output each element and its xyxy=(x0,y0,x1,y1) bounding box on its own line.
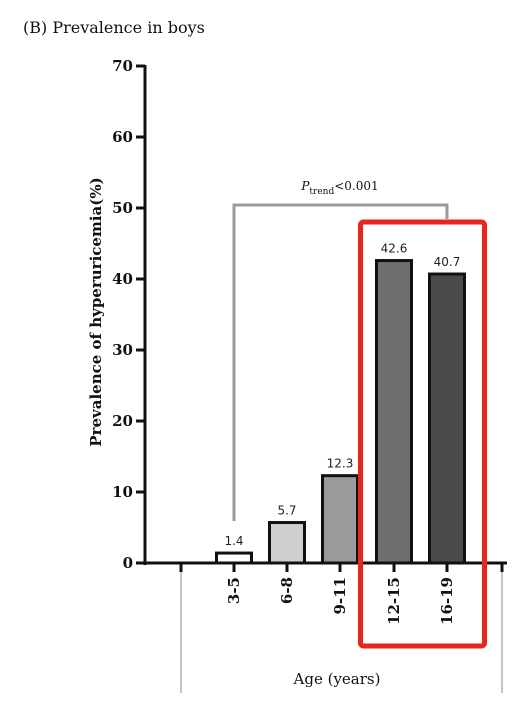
p-trend-subscript: trend xyxy=(309,187,334,197)
frame-guides xyxy=(180,568,503,693)
x-tick-label-12-15: 12-15 xyxy=(385,577,403,625)
data-label-16-19: 40.7 xyxy=(434,255,461,269)
y-tick-label-70: 70 xyxy=(112,57,133,75)
p-trend-annotation: Ptrend<0.001 xyxy=(300,179,378,197)
y-axis-title: Prevalence of hyperuricemia(%) xyxy=(87,177,105,446)
y-tick-label-30: 30 xyxy=(112,341,133,359)
bars xyxy=(215,259,466,565)
y-tick-label-40: 40 xyxy=(112,270,133,288)
x-tick-label-9-11: 9-11 xyxy=(331,577,349,615)
data-label-12-15: 42.6 xyxy=(381,242,408,256)
y-tick-label-0: 0 xyxy=(123,554,133,572)
y-tick-label-60: 60 xyxy=(112,128,133,146)
data-label-6-8: 5.7 xyxy=(277,504,296,518)
p-trend-value: <0.001 xyxy=(334,179,378,193)
x-tick-label-6-8: 6-8 xyxy=(278,577,296,604)
trend-bracket xyxy=(232,203,449,522)
y-tick-label-50: 50 xyxy=(112,199,133,217)
bar-12-15 xyxy=(375,259,413,565)
data-label-9-11: 12.3 xyxy=(327,457,354,471)
data-label-3-5: 1.4 xyxy=(224,534,243,548)
p-trend-symbol: P xyxy=(300,179,310,193)
panel-title: (B) Prevalence in boys xyxy=(23,18,205,37)
x-axis-title: Age (years) xyxy=(293,670,381,688)
bar-9-11 xyxy=(321,474,359,565)
axes xyxy=(136,64,507,572)
x-tick-label-3-5: 3-5 xyxy=(225,577,243,604)
trend-bracket-line xyxy=(232,203,449,522)
highlight-group xyxy=(358,219,487,649)
y-tick-label-20: 20 xyxy=(112,412,133,430)
bar-16-19 xyxy=(428,272,466,565)
y-tick-label-10: 10 xyxy=(112,483,133,501)
x-tick-label-16-19: 16-19 xyxy=(438,577,456,625)
highlight-box xyxy=(358,219,487,649)
bar-6-8 xyxy=(268,521,306,565)
labels: 1.4 5.7 12.3 42.6 40.7 0 10 20 30 40 50 60 70 3-5 6-8 9… xyxy=(112,57,460,625)
